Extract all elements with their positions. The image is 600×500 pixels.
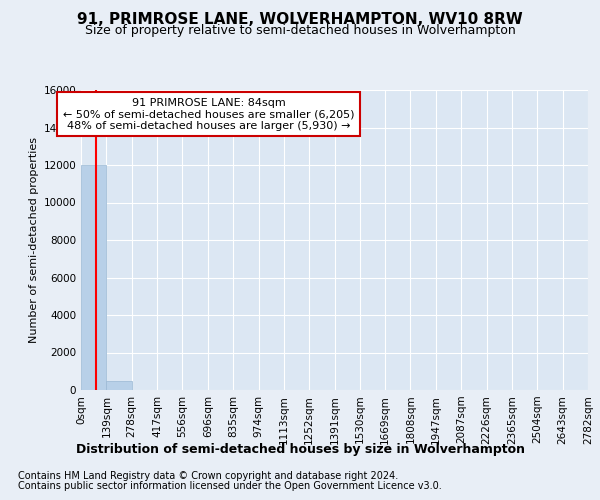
Text: 91 PRIMROSE LANE: 84sqm
← 50% of semi-detached houses are smaller (6,205)
48% of: 91 PRIMROSE LANE: 84sqm ← 50% of semi-de… xyxy=(63,98,355,130)
Text: 91, PRIMROSE LANE, WOLVERHAMPTON, WV10 8RW: 91, PRIMROSE LANE, WOLVERHAMPTON, WV10 8… xyxy=(77,12,523,28)
Text: Contains public sector information licensed under the Open Government Licence v3: Contains public sector information licen… xyxy=(18,481,442,491)
Text: Contains HM Land Registry data © Crown copyright and database right 2024.: Contains HM Land Registry data © Crown c… xyxy=(18,471,398,481)
Text: Size of property relative to semi-detached houses in Wolverhampton: Size of property relative to semi-detach… xyxy=(85,24,515,37)
Y-axis label: Number of semi-detached properties: Number of semi-detached properties xyxy=(29,137,39,343)
Text: Distribution of semi-detached houses by size in Wolverhampton: Distribution of semi-detached houses by … xyxy=(76,442,524,456)
Bar xyxy=(81,165,106,390)
Bar xyxy=(106,380,131,390)
